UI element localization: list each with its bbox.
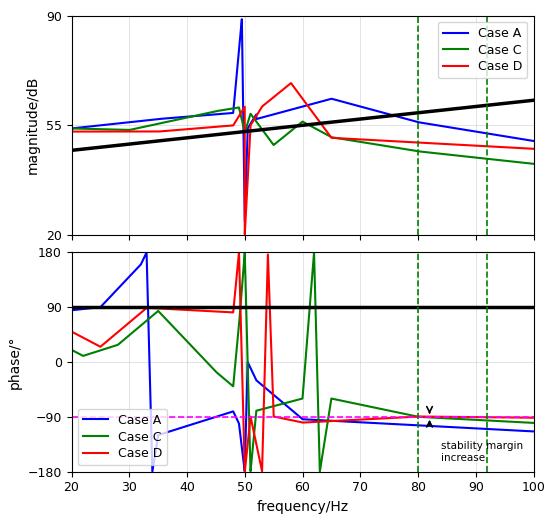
Case A — [245, 360, 251, 366]
Case A — [68, 307, 75, 313]
Case A — [152, 116, 159, 123]
Line: Case C: Case C — [72, 107, 534, 164]
Case A — [530, 428, 537, 434]
Case C — [413, 148, 420, 154]
Y-axis label: magnitude/dB: magnitude/dB — [26, 76, 40, 174]
Case A — [149, 468, 156, 475]
Case C — [317, 468, 323, 475]
Case A — [448, 424, 455, 430]
Case D — [530, 146, 537, 152]
Line: Case D: Case D — [72, 83, 534, 234]
Case C — [369, 404, 376, 410]
Line: Case C: Case C — [72, 253, 534, 472]
Legend: Case A, Case C, Case D: Case A, Case C, Case D — [78, 409, 167, 465]
Case C — [448, 416, 455, 422]
Case D — [413, 413, 420, 420]
Case A — [239, 16, 245, 23]
Case A — [369, 420, 376, 426]
Case C — [530, 161, 537, 167]
Case D — [369, 137, 376, 143]
Case D — [369, 416, 376, 422]
Case D — [448, 141, 455, 147]
Case D — [345, 136, 352, 142]
Case A — [345, 419, 352, 425]
Case C — [448, 152, 455, 158]
Case A — [245, 124, 251, 130]
Case D — [530, 414, 537, 421]
Case D — [68, 329, 75, 335]
Case C — [345, 137, 352, 143]
Case A — [413, 422, 420, 429]
Case D — [288, 80, 294, 86]
Case A — [530, 138, 537, 144]
Case A — [345, 100, 352, 106]
Case D — [152, 128, 159, 135]
Line: Case D: Case D — [72, 253, 534, 472]
Text: stability margin
increase: stability margin increase — [441, 441, 523, 463]
Case A — [448, 125, 455, 131]
Case C — [368, 140, 375, 147]
Case D — [241, 468, 248, 475]
Case A — [241, 218, 248, 224]
Case C — [530, 420, 537, 426]
Case A — [152, 448, 159, 454]
Y-axis label: phase/°: phase/° — [8, 335, 22, 389]
Case C — [152, 121, 159, 127]
Case C — [235, 104, 242, 111]
Case C — [413, 413, 420, 420]
Case D — [245, 168, 251, 174]
Case D — [245, 436, 251, 442]
Case C — [311, 250, 317, 256]
Case C — [245, 374, 251, 380]
Line: Case A: Case A — [72, 253, 534, 472]
X-axis label: frequency/Hz: frequency/Hz — [256, 500, 349, 514]
Case C — [245, 118, 251, 125]
Case D — [68, 128, 75, 135]
Case D — [448, 414, 455, 420]
Legend: Case A, Case C, Case D: Case A, Case C, Case D — [438, 22, 527, 79]
Case D — [241, 231, 248, 237]
Case C — [152, 310, 159, 316]
Case D — [235, 249, 242, 256]
Case D — [345, 417, 352, 423]
Case A — [143, 249, 150, 256]
Case D — [413, 139, 420, 146]
Line: Case A: Case A — [72, 19, 534, 221]
Case C — [68, 347, 75, 353]
Case A — [413, 118, 420, 125]
Case C — [68, 125, 75, 132]
Case C — [345, 399, 352, 406]
Case D — [152, 305, 159, 311]
Case A — [68, 125, 75, 132]
Case A — [369, 106, 376, 113]
